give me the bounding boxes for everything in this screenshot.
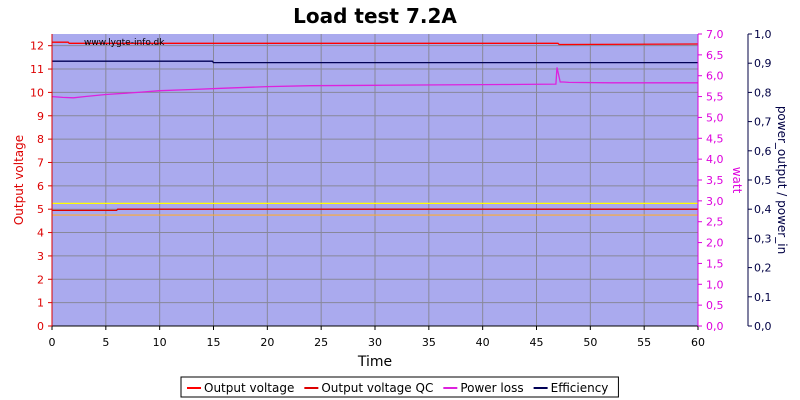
x-tick-label: 0 <box>49 336 56 349</box>
right-tick-label: 0,2 <box>754 262 772 275</box>
left-tick-label: 5 <box>37 203 44 216</box>
output-voltage-line <box>52 41 699 46</box>
left-axis-label: Output voltage <box>12 135 26 225</box>
efficiency-line <box>52 60 698 64</box>
middle-tick-label: 6,5 <box>706 49 724 62</box>
left-tick-label: 4 <box>37 227 44 240</box>
left-tick-label: 9 <box>37 110 44 123</box>
middle-tick-label: 5,0 <box>706 111 724 124</box>
legend-box <box>180 376 619 398</box>
left-tick-label: 3 <box>37 250 44 263</box>
right-tick-label: 0,9 <box>754 57 772 70</box>
power-loss-line <box>51 67 698 99</box>
middle-tick-label: 1,0 <box>706 278 724 291</box>
middle-tick-label: 7,0 <box>706 28 724 41</box>
middle-tick-label: 2,0 <box>706 237 724 250</box>
x-tick-label: 5 <box>102 336 109 349</box>
x-tick-label: 15 <box>207 336 221 349</box>
series-lines <box>51 41 699 212</box>
left-tick-label: 10 <box>30 86 44 99</box>
legend-label-power-loss: Power loss <box>460 381 523 395</box>
middle-tick-label: 4,5 <box>706 132 724 145</box>
middle-tick-labels: 0,0 0,5 1,0 1,5 2,0 2,5 3,0 3,5 4,0 4,5 5,0 5,5 6,0 6… <box>706 28 724 333</box>
middle-tick-label: 3,5 <box>706 174 724 187</box>
right-tick-label: 0,3 <box>754 232 772 245</box>
right-tick-label: 0,5 <box>754 174 772 187</box>
axes <box>48 33 752 330</box>
right-tick-labels: 0,0 0,1 0,2 0,3 0,4 0,5 0,6 0,7 0,8 0,9 1,0 <box>754 28 772 333</box>
right-tick-label: 0,7 <box>754 116 772 129</box>
legend-label-output-voltage: Output voltage <box>204 381 294 395</box>
middle-tick-label: 3,0 <box>706 195 724 208</box>
middle-tick-label: 4,0 <box>706 153 724 166</box>
middle-axis-label: watt <box>730 167 744 194</box>
x-tick-label: 60 <box>691 336 705 349</box>
output-voltage-qc-line <box>52 208 698 212</box>
middle-tick-label: 1,5 <box>706 257 724 270</box>
left-tick-label: 8 <box>37 133 44 146</box>
right-tick-label: 0,1 <box>754 291 772 304</box>
right-tick-label: 0,8 <box>754 86 772 99</box>
left-tick-label: 2 <box>37 273 44 286</box>
reference-lines <box>52 202 698 216</box>
legend-label-output-voltage-qc: Output voltage QC <box>321 381 433 395</box>
middle-tick-label: 6,0 <box>706 70 724 83</box>
left-tick-label: 1 <box>37 297 44 310</box>
left-tick-label: 11 <box>30 63 44 76</box>
watermark: www.lygte-info.dk <box>84 38 165 48</box>
x-tick-label: 20 <box>260 336 274 349</box>
right-tick-label: 0,0 <box>754 320 772 333</box>
middle-tick-label: 2,5 <box>706 216 724 229</box>
chart-title: Load test 7.2A <box>293 4 457 28</box>
middle-tick-label: 5,5 <box>706 91 724 104</box>
left-tick-label: 7 <box>37 156 44 169</box>
x-tick-label: 30 <box>368 336 382 349</box>
x-tick-label: 35 <box>422 336 436 349</box>
right-tick-label: 0,6 <box>754 145 772 158</box>
x-tick-label: 45 <box>530 336 544 349</box>
left-tick-label: 12 <box>30 40 44 53</box>
left-tick-label: 0 <box>37 320 44 333</box>
legend: Output voltage Output voltage QC Power los… <box>180 376 619 398</box>
x-tick-label: 25 <box>314 336 328 349</box>
x-tick-labels: 0 5 10 15 20 25 30 35 40 45 50 55 60 <box>49 336 706 349</box>
right-axis-label: power_output / power_in <box>775 106 789 254</box>
middle-tick-label: 0,5 <box>706 299 724 312</box>
x-axis-label: Time <box>357 354 392 370</box>
x-tick-label: 50 <box>583 336 597 349</box>
legend-label-efficiency: Efficiency <box>551 381 609 395</box>
x-tick-label: 10 <box>153 336 167 349</box>
right-tick-label: 1,0 <box>754 28 772 41</box>
x-tick-label: 40 <box>476 336 490 349</box>
left-tick-label: 6 <box>37 180 44 193</box>
middle-tick-label: 0,0 <box>706 320 724 333</box>
right-tick-label: 0,4 <box>754 203 772 216</box>
x-tick-label: 55 <box>637 336 651 349</box>
